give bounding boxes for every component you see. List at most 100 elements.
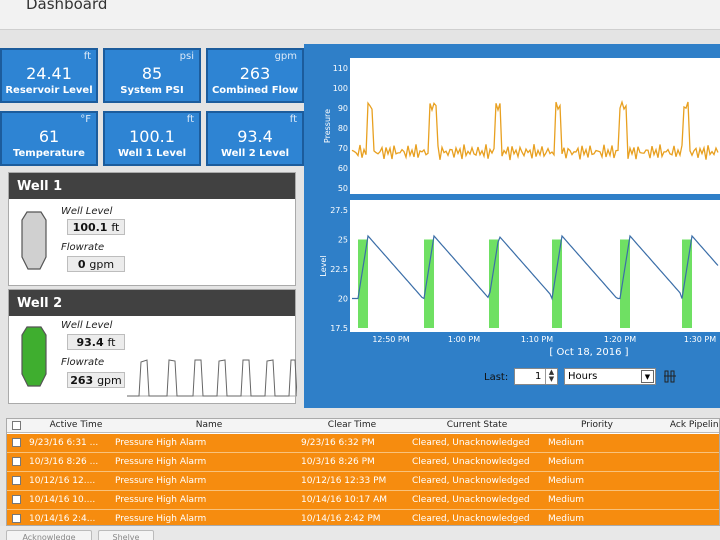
x-tick-label: 1:20 PM bbox=[604, 335, 636, 344]
unit-select[interactable]: Hours ▼ bbox=[564, 368, 656, 385]
table-cell: 10/3/16 8:26 ... bbox=[29, 457, 99, 467]
table-row[interactable]: 10/12/16 12.... Pressure High Alarm 10/12/… bbox=[7, 472, 719, 491]
col-name[interactable]: Name bbox=[195, 420, 223, 430]
well2-level-value: 93.4 ft bbox=[67, 334, 125, 350]
level-y-tick-label: 20 bbox=[338, 295, 348, 304]
table-cell: Medium bbox=[548, 495, 584, 505]
last-value-spinner[interactable]: 1 ▲ ▼ bbox=[514, 368, 558, 385]
pressure-plot-area bbox=[350, 58, 720, 194]
well1-panel: Well 1 Well Level 100.1 ft Flowrate 0 gp… bbox=[8, 172, 296, 286]
col-current-state[interactable]: Current State bbox=[446, 420, 508, 430]
well1-level-value: 100.1 ft bbox=[67, 219, 125, 235]
well1-title: Well 1 bbox=[9, 173, 295, 199]
pressure-axis-label: Pressure bbox=[323, 109, 332, 143]
pressure-y-tick-label: 70 bbox=[338, 144, 348, 153]
well1-flow-unit: gpm bbox=[89, 258, 115, 271]
alarm-table: Active Time Name Clear Time Current Stat… bbox=[6, 418, 720, 526]
tile-value: 24.41 bbox=[26, 64, 72, 83]
shelve-button[interactable]: Shelve bbox=[98, 530, 154, 540]
level-axis-label: Level bbox=[319, 255, 328, 276]
level-series-line bbox=[352, 234, 719, 301]
row-checkbox[interactable] bbox=[12, 457, 21, 466]
col-clear-time[interactable]: Clear Time bbox=[327, 420, 377, 430]
alarm-table-header: Active Time Name Clear Time Current Stat… bbox=[7, 419, 720, 433]
level-y-tick-label: 22.5 bbox=[330, 265, 348, 274]
chart-settings-icon[interactable] bbox=[664, 370, 676, 383]
tile-unit: psi bbox=[179, 51, 194, 62]
col-priority[interactable]: Priority bbox=[580, 420, 614, 430]
tile-well1-level[interactable]: ft 100.1 Well 1 Level bbox=[103, 111, 201, 166]
table-cell: Cleared, Unacknowledged bbox=[412, 495, 530, 505]
chevron-down-icon[interactable]: ▼ bbox=[641, 370, 654, 383]
tile-unit: ft bbox=[83, 51, 91, 62]
pressure-series-line bbox=[351, 99, 719, 161]
level-y-tick-label: 27.5 bbox=[330, 206, 348, 215]
spinner-arrows-icon[interactable]: ▲ ▼ bbox=[545, 369, 557, 384]
page-title: Dashboard bbox=[26, 0, 108, 13]
pump-run-band bbox=[489, 239, 499, 328]
table-cell: 10/14/16 2:42 PM bbox=[301, 514, 381, 524]
tile-value: 61 bbox=[38, 127, 60, 146]
row-checkbox[interactable] bbox=[12, 476, 21, 485]
table-row[interactable]: 10/14/16 10.... Pressure High Alarm 10/14/… bbox=[7, 491, 719, 510]
well2-level-number: 93.4 bbox=[76, 336, 104, 349]
pressure-y-tick-label: 90 bbox=[338, 104, 348, 113]
col-active-time[interactable]: Active Time bbox=[49, 420, 103, 430]
well1-tank-icon bbox=[21, 211, 47, 270]
well1-flow-value: 0 gpm bbox=[67, 256, 125, 272]
pressure-y-tick-label: 100 bbox=[333, 84, 348, 93]
table-row[interactable]: 10/3/16 8:26 ... Pressure High Alarm 10/3/… bbox=[7, 453, 719, 472]
well2-panel: Well 2 Well Level 93.4 ft Flowrate 263 g… bbox=[8, 289, 297, 404]
row-checkbox[interactable] bbox=[12, 438, 21, 447]
level-y-tick-label: 17.5 bbox=[330, 324, 348, 333]
table-cell: Medium bbox=[548, 476, 584, 486]
tile-label: Temperature bbox=[13, 148, 85, 159]
table-cell: 10/14/16 10.... bbox=[29, 495, 96, 505]
select-all-checkbox[interactable] bbox=[12, 421, 21, 430]
tile-reservoir-level[interactable]: ft 24.41 Reservoir Level bbox=[0, 48, 98, 103]
well1-level-label: Well Level bbox=[61, 206, 113, 217]
col-ack-pipeline[interactable]: Ack Pipeline bbox=[669, 420, 720, 430]
well2-tank-icon bbox=[21, 326, 47, 387]
well2-title: Well 2 bbox=[9, 290, 295, 316]
tile-system-psi[interactable]: psi 85 System PSI bbox=[103, 48, 201, 103]
x-tick-label: 1:10 PM bbox=[521, 335, 553, 344]
unit-select-value: Hours bbox=[568, 371, 598, 382]
pressure-y-tick-label: 60 bbox=[338, 164, 348, 173]
well1-level-number: 100.1 bbox=[72, 221, 108, 234]
tile-label: Well 2 Level bbox=[220, 148, 290, 159]
well2-level-unit: ft bbox=[107, 336, 116, 349]
tile-label: Combined Flow bbox=[211, 85, 299, 96]
table-cell: 9/23/16 6:31 ... bbox=[29, 438, 99, 448]
tile-label: Reservoir Level bbox=[5, 85, 93, 96]
well2-flow-label: Flowrate bbox=[61, 357, 105, 368]
tile-value: 93.4 bbox=[237, 127, 273, 146]
x-tick-label: 12:50 PM bbox=[372, 335, 409, 344]
pressure-y-tick-label: 50 bbox=[338, 184, 348, 193]
tile-unit: °F bbox=[80, 114, 91, 125]
well2-flow-sparkline bbox=[127, 359, 297, 397]
last-label: Last: bbox=[484, 372, 509, 383]
row-checkbox[interactable] bbox=[12, 514, 21, 523]
table-cell: 9/23/16 6:32 PM bbox=[301, 438, 375, 448]
table-cell: Pressure High Alarm bbox=[115, 495, 207, 505]
pump-run-band bbox=[424, 239, 434, 328]
well1-flow-number: 0 bbox=[77, 258, 86, 271]
table-row[interactable]: 9/23/16 6:31 ... Pressure High Alarm 9/23/… bbox=[7, 434, 719, 453]
page-header: Dashboard bbox=[0, 0, 720, 30]
table-cell: Medium bbox=[548, 514, 584, 524]
row-checkbox[interactable] bbox=[12, 495, 21, 504]
table-cell: Pressure High Alarm bbox=[115, 457, 207, 467]
acknowledge-button[interactable]: Acknowledge bbox=[6, 530, 92, 540]
table-row[interactable]: 10/14/16 2:4... Pressure High Alarm 10/14/… bbox=[7, 510, 719, 525]
trend-chart-panel: 110 100 90 80 70 60 50 Pressure 27.5 25 22.5 20 17.5… bbox=[304, 44, 720, 408]
level-y-tick-label: 25 bbox=[338, 236, 348, 245]
tile-temperature[interactable]: °F 61 Temperature bbox=[0, 111, 98, 166]
last-value: 1 bbox=[535, 371, 542, 382]
pressure-y-tick-label: 110 bbox=[333, 64, 348, 73]
tile-well2-level[interactable]: ft 93.4 Well 2 Level bbox=[206, 111, 304, 166]
tile-combined-flow[interactable]: gpm 263 Combined Flow bbox=[206, 48, 304, 103]
tile-unit: gpm bbox=[274, 51, 297, 62]
x-tick-label: 1:30 PM bbox=[684, 335, 716, 344]
pressure-y-tick-label: 80 bbox=[338, 124, 348, 133]
